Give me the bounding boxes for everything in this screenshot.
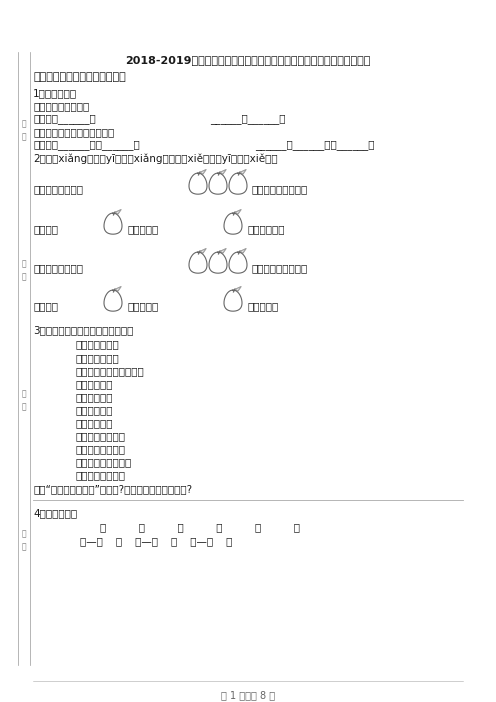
Text: 小狗画梅花，: 小狗画梅花， xyxy=(75,392,113,402)
Polygon shape xyxy=(200,170,206,174)
Text: ______有______，有______，: ______有______，有______， xyxy=(255,140,374,150)
Text: 青蛙为什么没参加？: 青蛙为什么没参加？ xyxy=(75,457,131,467)
Text: 1．仿写句子。: 1．仿写句子。 xyxy=(33,88,77,98)
Text: 池塘里有______，有______，: 池塘里有______，有______， xyxy=(33,140,140,150)
Text: 不用颜料不用笔，: 不用颜料不用笔， xyxy=(75,431,125,441)
Text: 名: 名 xyxy=(22,272,26,282)
Text: 级: 级 xyxy=(22,402,26,411)
Text: 2018-2019年重庆市巫山县楚阳小学一年级上册语文模拟期末测试无答案: 2018-2019年重庆市巫山县楚阳小学一年级上册语文模拟期末测试无答案 xyxy=(125,55,371,65)
Text: 装: 装 xyxy=(22,529,26,538)
Polygon shape xyxy=(235,286,241,291)
Text: 几步就成一幅画，: 几步就成一幅画， xyxy=(75,444,125,454)
Text: 例：我爱我的学校。: 例：我爱我的学校。 xyxy=(33,101,89,111)
Text: 3．读读下面的儿童诗，然后回答。: 3．读读下面的儿童诗，然后回答。 xyxy=(33,325,133,335)
Text: 大孩子，: 大孩子， xyxy=(33,224,58,234)
Polygon shape xyxy=(115,210,121,214)
Text: 说说“雪地里的小画家”是指谁?为什么说它们是小画家?: 说说“雪地里的小画家”是指谁?为什么说它们是小画家? xyxy=(33,484,192,494)
Text: 2．想（xiǎng）一（yī）想（xiǎng），写（xiě）一（yī）写（xiě）。: 2．想（xiǎng）一（yī）想（xiǎng），写（xiě）一（yī）写（xiě… xyxy=(33,154,278,164)
Polygon shape xyxy=(240,249,246,253)
Text: ______爱______，: ______爱______， xyxy=(210,114,286,124)
Text: ，连一起，: ，连一起， xyxy=(247,301,278,311)
Text: 下雪啊下雪啊，: 下雪啊下雪啊， xyxy=(75,353,119,363)
Text: 和　　，　　一起，: 和 ， 一起， xyxy=(252,263,308,273)
Polygon shape xyxy=(220,249,226,253)
Text: 孩子，脸和: 孩子，脸和 xyxy=(128,224,159,234)
Text: 分: 分 xyxy=(22,119,26,128)
Polygon shape xyxy=(235,210,241,214)
Polygon shape xyxy=(200,249,206,253)
Text: 小鸡画竹叶，: 小鸡画竹叶， xyxy=(75,379,113,389)
Text: 4．找反义词。: 4．找反义词。 xyxy=(33,508,77,518)
Text: 孩子，心和: 孩子，心和 xyxy=(128,301,159,311)
Polygon shape xyxy=(115,286,121,291)
Text: 订: 订 xyxy=(22,543,26,552)
Text: 小马画月牙，: 小马画月牙， xyxy=(75,418,113,428)
Text: 第 1 页，共 8 页: 第 1 页，共 8 页 xyxy=(221,690,275,700)
Text: 我爱我的______，: 我爱我的______， xyxy=(33,114,96,124)
Text: 全世界，: 全世界， xyxy=(33,301,58,311)
Text: 和　　，　　一起，: 和 ， 一起， xyxy=(252,184,308,194)
Text: ，贴在一起，: ，贴在一起， xyxy=(247,224,285,234)
Text: 远—（    ）    前—（    ）    出—（    ）: 远—（ ） 前—（ ） 出—（ ） xyxy=(80,536,232,546)
Text: 雪地里的小画家: 雪地里的小画家 xyxy=(75,339,119,349)
Text: 姓: 姓 xyxy=(22,260,26,268)
Text: 数: 数 xyxy=(22,133,26,142)
Text: 例：学校里有老师，有同学。: 例：学校里有老师，有同学。 xyxy=(33,127,114,137)
Text: 它在洞里睡着啊！: 它在洞里睡着啊！ xyxy=(75,470,125,480)
Text: 班: 班 xyxy=(22,390,26,399)
Polygon shape xyxy=(220,170,226,174)
Text: 近          下          后          无          少          进: 近 下 后 无 少 进 xyxy=(100,522,300,532)
Text: 男孩子，女孩子，: 男孩子，女孩子， xyxy=(33,184,83,194)
Text: 小鸭画枫叶，: 小鸭画枫叶， xyxy=(75,405,113,415)
Text: 白孩子，黑孩子，: 白孩子，黑孩子， xyxy=(33,263,83,273)
Polygon shape xyxy=(240,170,246,174)
Text: 一、想一想，填一填（填空题）: 一、想一想，填一填（填空题） xyxy=(33,72,126,82)
Text: 雪地里来了一群小画家，: 雪地里来了一群小画家， xyxy=(75,366,144,376)
